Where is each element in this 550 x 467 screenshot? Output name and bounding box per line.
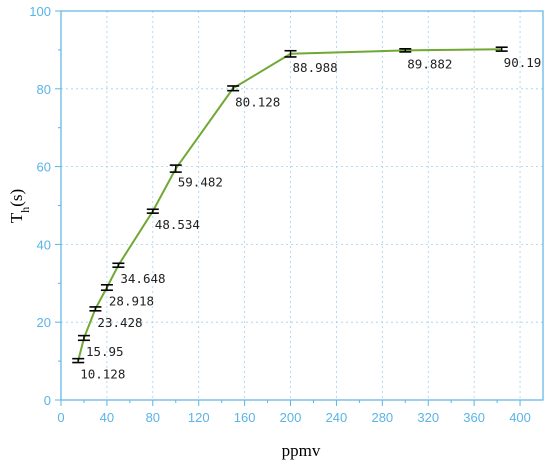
- data-label: 90.19: [504, 55, 542, 70]
- x-tick-label: 360: [463, 410, 485, 425]
- data-label: 88.988: [293, 60, 338, 75]
- data-label: 59.482: [178, 175, 223, 190]
- y-axis-title: Th(s): [7, 189, 32, 223]
- error-bar: [399, 48, 412, 53]
- error-bar: [284, 49, 297, 58]
- y-tick-label: 0: [44, 393, 51, 408]
- x-tick-label: 400: [509, 410, 531, 425]
- x-axis-title: ppmv: [282, 441, 321, 460]
- error-bar: [72, 357, 85, 364]
- error-bar: [112, 262, 125, 268]
- y-tick-label: 100: [29, 4, 51, 19]
- x-tick-label: 200: [280, 410, 302, 425]
- data-label: 89.882: [407, 56, 452, 71]
- y-axis-title-unit: (s): [7, 189, 26, 207]
- x-tick-label: 280: [371, 410, 393, 425]
- data-label: 48.534: [155, 217, 200, 232]
- data-label: 34.648: [120, 271, 165, 286]
- x-tick-label: 80: [146, 410, 160, 425]
- y-axis-title-main: T: [7, 212, 26, 223]
- data-label: 80.128: [235, 94, 280, 109]
- data-label: 23.428: [97, 315, 142, 330]
- error-bar: [146, 208, 159, 214]
- x-tick-labels: 0 40 80 120 160 200 240 280 320 360 400: [57, 410, 531, 425]
- x-tick-label: 320: [417, 410, 439, 425]
- error-bar: [495, 46, 508, 52]
- grid: [61, 11, 543, 400]
- data-label: 10.128: [80, 367, 125, 382]
- y-tick-label: 40: [37, 237, 51, 252]
- y-tick-label: 80: [37, 82, 51, 97]
- y-tick-label: 20: [37, 315, 51, 330]
- y-tick-label: 60: [37, 160, 51, 175]
- x-tick-label: 0: [57, 410, 64, 425]
- error-bars: [72, 46, 508, 364]
- error-bar: [77, 334, 90, 342]
- x-tick-label: 160: [234, 410, 256, 425]
- x-tick-label: 40: [100, 410, 114, 425]
- error-bar: [89, 306, 102, 312]
- x-tick-label: 240: [326, 410, 348, 425]
- error-bar: [227, 85, 240, 92]
- error-bar: [100, 283, 113, 292]
- data-label: 28.918: [109, 294, 154, 309]
- y-axis-title-subscript: h: [18, 207, 32, 213]
- error-bar: [169, 164, 182, 173]
- y-tick-labels: 0 20 40 60 80 100: [29, 4, 51, 408]
- ticks: [55, 10, 521, 406]
- x-tick-label: 120: [188, 410, 210, 425]
- data-label: 15.95: [86, 344, 124, 359]
- data-labels: 10.128 15.95 23.428 28.918 34.648 48.534 59.48…: [80, 55, 541, 381]
